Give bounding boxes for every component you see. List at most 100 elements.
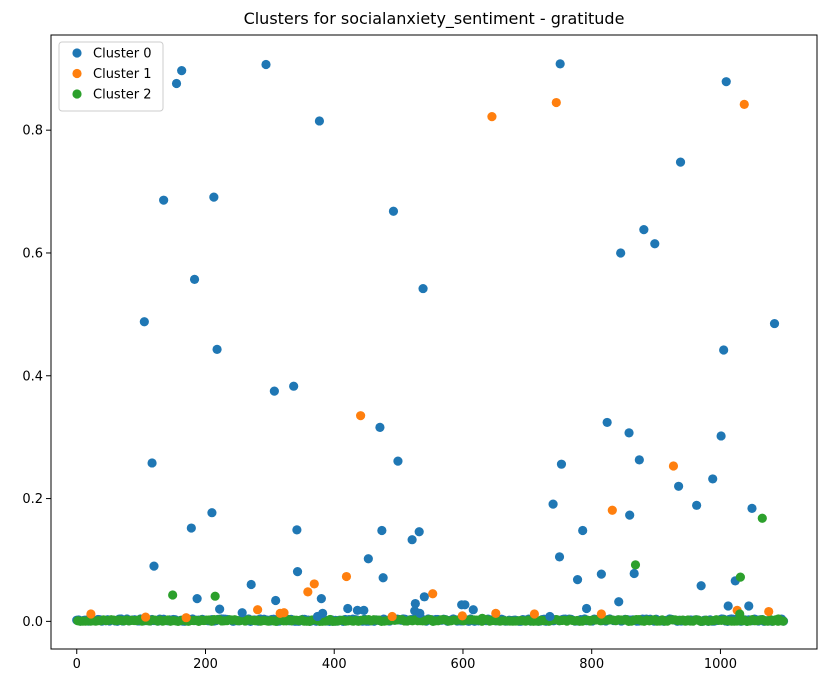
data-point <box>614 597 624 607</box>
data-point <box>261 59 271 70</box>
data-point <box>554 552 565 562</box>
data-point <box>719 345 729 355</box>
legend-marker <box>72 89 82 99</box>
series-1 <box>86 97 774 623</box>
data-point <box>477 613 487 623</box>
data-point <box>215 604 225 614</box>
data-point <box>457 611 467 621</box>
data-point <box>378 573 388 583</box>
data-point <box>207 508 217 518</box>
data-point <box>210 591 220 601</box>
legend: Cluster 0 Cluster 1 Cluster 2 <box>58 41 164 112</box>
data-point <box>171 78 182 89</box>
data-point <box>415 608 425 618</box>
data-point <box>675 157 686 167</box>
data-point <box>341 571 352 582</box>
y-axis: 0.0 0.2 0.4 0.6 0.8 <box>22 124 51 630</box>
data-point <box>692 500 702 510</box>
data-point <box>269 386 279 396</box>
data-point <box>414 527 424 537</box>
data-point <box>359 605 369 615</box>
data-point <box>318 608 328 618</box>
data-point <box>316 594 326 604</box>
data-point <box>769 318 780 329</box>
data-point <box>555 59 565 69</box>
series-2 <box>168 513 783 624</box>
legend-label: Cluster 2 <box>93 88 152 103</box>
data-point <box>735 572 746 582</box>
data-point <box>739 99 749 109</box>
data-point <box>650 239 660 249</box>
data-point <box>757 513 767 523</box>
x-tick-label: 200 <box>193 657 218 672</box>
chart-title: Clusters for socialanxiety_sentiment - g… <box>244 9 625 29</box>
baseline-points <box>72 614 789 626</box>
series-0 <box>139 59 780 622</box>
data-point <box>388 206 399 216</box>
legend-label: Cluster 1 <box>93 67 152 82</box>
data-point <box>639 225 649 235</box>
y-tick-label: 0.0 <box>22 615 43 630</box>
data-point <box>773 614 783 624</box>
y-tick-label: 0.8 <box>22 124 43 139</box>
data-point <box>572 575 583 585</box>
data-point <box>487 112 497 122</box>
data-point <box>86 609 96 619</box>
data-point <box>271 595 281 606</box>
x-axis: 0 200 400 600 800 1000 <box>73 649 737 672</box>
data-point <box>279 608 289 618</box>
data-point <box>177 66 187 76</box>
legend-marker <box>72 68 82 79</box>
data-point <box>186 523 196 533</box>
x-tick-label: 400 <box>322 657 347 672</box>
x-tick-label: 800 <box>579 657 604 672</box>
data-point <box>716 431 726 441</box>
data-point <box>629 568 639 579</box>
data-point <box>630 560 641 570</box>
data-point <box>253 605 263 615</box>
data-point <box>303 587 313 597</box>
data-point <box>556 459 567 469</box>
data-point <box>418 283 428 294</box>
data-point <box>634 455 644 465</box>
data-point <box>387 611 397 622</box>
data-point <box>708 474 718 484</box>
y-tick-label: 0.4 <box>22 369 43 384</box>
data-point <box>602 417 612 428</box>
data-point <box>209 192 219 202</box>
data-point <box>147 458 157 468</box>
x-tick-label: 0 <box>73 657 81 672</box>
data-point <box>410 598 420 609</box>
data-point <box>596 569 606 579</box>
data-point <box>460 600 470 610</box>
data-point <box>141 612 151 622</box>
y-tick-label: 0.2 <box>22 492 43 507</box>
data-point <box>548 499 558 509</box>
data-point <box>356 411 366 421</box>
data-point <box>721 77 731 87</box>
data-point <box>246 579 256 590</box>
data-point <box>343 603 353 614</box>
data-point <box>149 561 159 571</box>
data-point <box>723 601 733 611</box>
data-point <box>139 317 149 327</box>
data-point <box>668 461 679 471</box>
data-point <box>468 605 478 615</box>
data-point <box>625 510 635 520</box>
data-point <box>309 579 319 589</box>
data-point <box>744 601 754 611</box>
data-point <box>292 567 303 577</box>
x-tick-label: 600 <box>451 657 476 672</box>
data-point <box>377 525 387 536</box>
data-point <box>735 609 745 619</box>
data-point <box>168 590 178 600</box>
data-point <box>181 613 191 623</box>
data-point <box>545 611 555 622</box>
plot-frame <box>50 34 818 650</box>
data-point <box>189 274 200 284</box>
data-point <box>407 535 417 545</box>
data-point <box>292 525 302 535</box>
data-point <box>428 589 438 599</box>
data-point <box>607 505 617 515</box>
y-tick-label: 0.6 <box>22 246 43 261</box>
